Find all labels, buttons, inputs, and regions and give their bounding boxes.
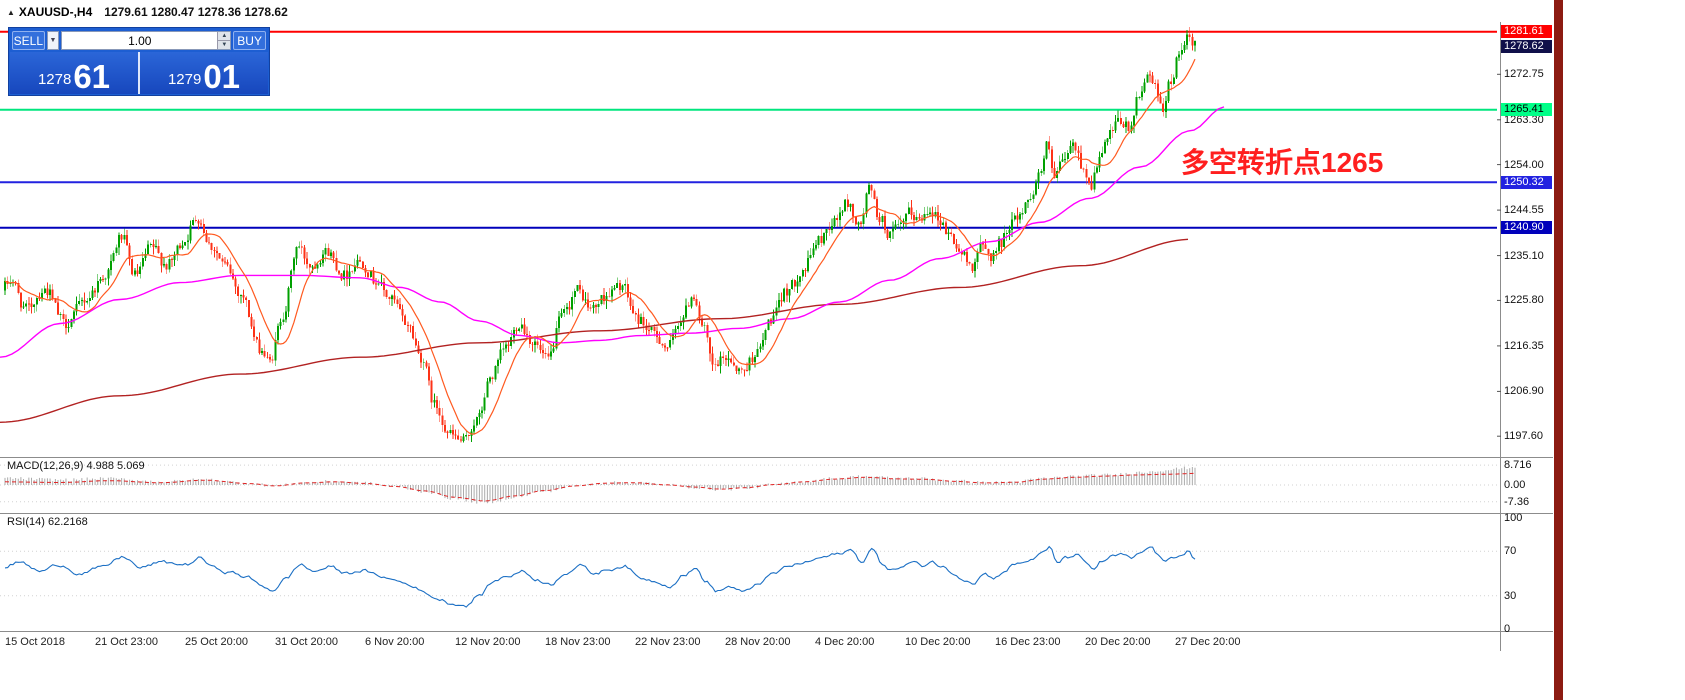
ohlc-readout: 1279.61 1280.47 1278.36 1278.62 (104, 5, 288, 19)
price-axis-tick: 1235.10 (1504, 249, 1544, 262)
buy-price-display[interactable]: 1279 01 (140, 52, 268, 94)
price-axis-tick: 1206.90 (1504, 385, 1544, 398)
time-axis-label: 25 Oct 20:00 (185, 636, 248, 648)
trade-panel-prices: 1278 61 1279 01 (9, 52, 269, 95)
rsi-axis-tick: 30 (1504, 589, 1517, 602)
rsi-axis-tick: 100 (1504, 512, 1523, 524)
rsi-axis-tick: 70 (1504, 545, 1517, 558)
time-axis-label: 18 Nov 23:00 (545, 636, 611, 648)
price-axis-tick: 1254.00 (1504, 158, 1544, 171)
price-axis-tick: 1216.35 (1504, 339, 1544, 352)
sell-price-display[interactable]: 1278 61 (10, 52, 138, 94)
price-axis-tick: 1272.75 (1504, 68, 1544, 81)
volume-increment-button[interactable]: ▲ (218, 32, 231, 41)
volume-spinner: ▲ ▼ (217, 32, 231, 49)
buy-price-big-figure: 01 (203, 58, 241, 95)
price-axis-tick: 1225.80 (1504, 294, 1544, 307)
time-axis-label: 4 Dec 20:00 (815, 636, 875, 648)
buy-price-prefix: 1279 (167, 71, 202, 88)
one-click-trade-panel: SELL ▼ ▲ ▼ BUY 1278 61 1279 01 (8, 27, 270, 96)
separators-layer (0, 22, 1553, 651)
time-axis-label: 21 Oct 23:00 (95, 636, 158, 648)
time-axis-label: 12 Nov 20:00 (455, 636, 521, 648)
sell-price-prefix: 1278 (37, 71, 72, 88)
buy-button[interactable]: BUY (233, 31, 266, 50)
window-edge-strip (1554, 0, 1563, 700)
macd-axis-tick: 0.00 (1504, 479, 1526, 491)
rsi-indicator-label: RSI(14) 62.2168 (7, 516, 88, 528)
chart-icon: ▲ (7, 7, 15, 17)
macd-axis-tick: -7.36 (1504, 495, 1530, 508)
time-axis-label: 20 Dec 20:00 (1085, 636, 1151, 648)
moving-averages-layer (0, 58, 1225, 435)
price-level-tag: 1250.32 (1501, 175, 1552, 189)
grid-layer (0, 464, 1497, 597)
time-axis-label: 10 Dec 20:00 (905, 636, 971, 648)
sell-price-big-figure: 61 (73, 58, 111, 95)
indicators-layer (4, 466, 1196, 608)
time-axis-label: 6 Nov 20:00 (365, 636, 425, 648)
trade-panel-controls: SELL ▼ ▲ ▼ BUY (9, 28, 269, 52)
time-scale[interactable]: 15 Oct 2018 21 Oct 23:00 25 Oct 20:00 31 Oc… (0, 636, 1500, 650)
time-axis-label: 31 Oct 20:00 (275, 636, 338, 648)
candles-layer (4, 27, 1196, 443)
price-axis-tick: 1244.55 (1504, 204, 1544, 217)
trade-panel-divider (138, 52, 140, 94)
macd-axis-tick: 8.716 (1504, 459, 1532, 472)
macd-indicator-label: MACD(12,26,9) 4.988 5.069 (7, 460, 145, 472)
volume-input[interactable] (62, 32, 218, 49)
volume-dropdown[interactable]: ▼ (46, 31, 60, 50)
time-axis-label: 28 Nov 20:00 (725, 636, 791, 648)
rsi-axis-tick: 0 (1504, 623, 1511, 635)
price-level-tag: 1240.90 (1501, 221, 1552, 235)
chart-title-bar: ▲ XAUUSD-,H4 1279.61 1280.47 1278.36 127… (7, 4, 288, 20)
time-axis-label: 16 Dec 23:00 (995, 636, 1061, 648)
time-axis-label: 22 Nov 23:00 (635, 636, 701, 648)
price-axis-tick: 1263.30 (1504, 113, 1544, 126)
current-price-tag: 1278.62 (1501, 39, 1552, 53)
chevron-down-icon: ▼ (49, 37, 57, 44)
sell-button[interactable]: SELL (12, 31, 45, 50)
chart-annotation-text: 多空转折点1265 (1181, 147, 1384, 178)
volume-field-wrap: ▲ ▼ (61, 31, 232, 50)
time-axis-label: 15 Oct 2018 (5, 636, 65, 648)
price-level-tag: 1281.61 (1501, 25, 1552, 39)
time-axis-label: 27 Dec 20:00 (1175, 636, 1241, 648)
price-axis-tick: 1197.60 (1504, 430, 1543, 443)
price-level-tag: 1265.41 (1501, 103, 1552, 117)
price-scale[interactable]: 1272.75 1263.30 1254.00 1244.55 1235.10 1225.… (1501, 0, 1555, 700)
volume-decrement-button[interactable]: ▼ (218, 41, 231, 49)
symbol-timeframe-label: XAUUSD-,H4 (18, 5, 93, 19)
